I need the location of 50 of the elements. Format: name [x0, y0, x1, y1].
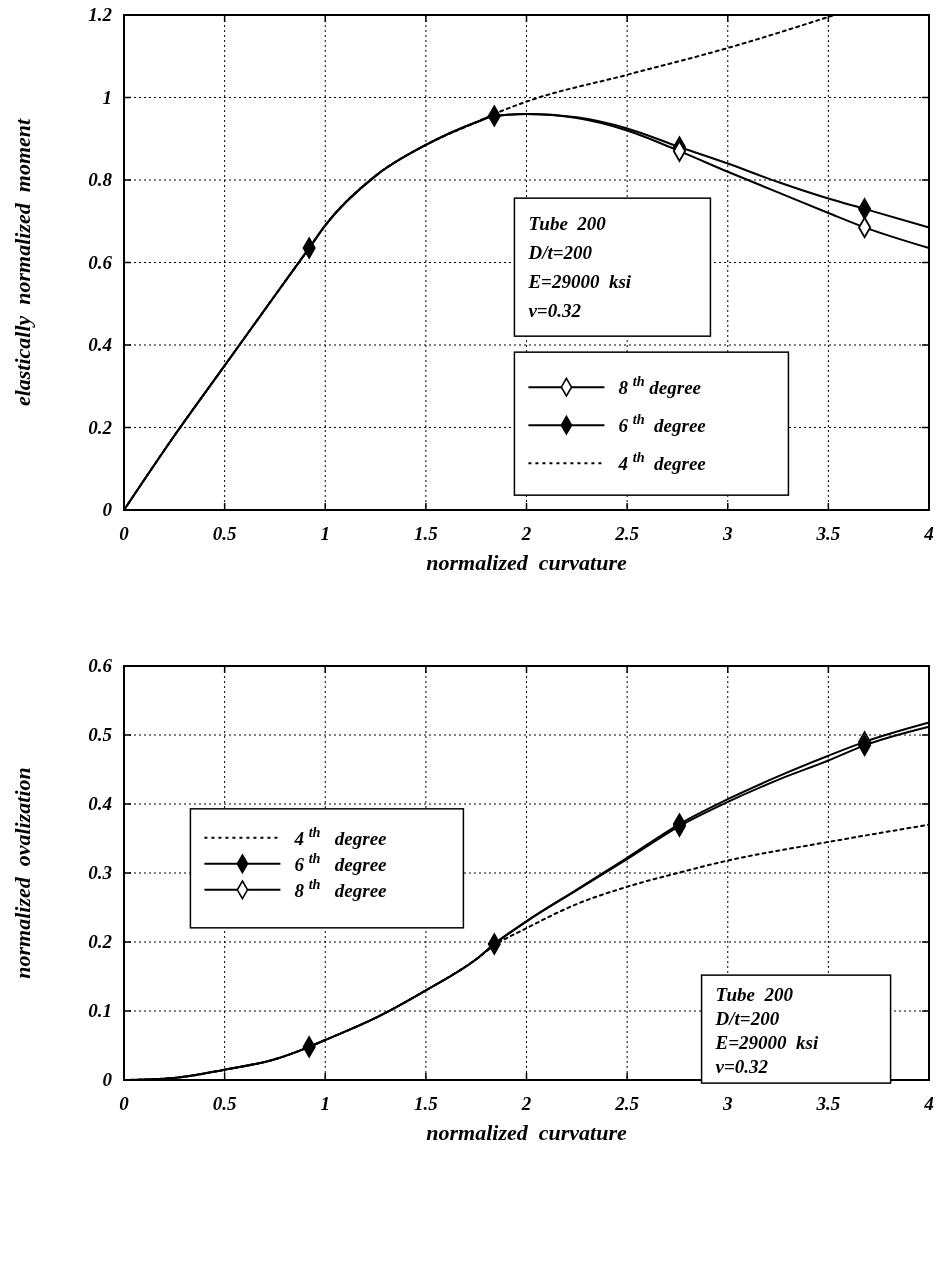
y-tick-label: 0.1 [88, 1000, 112, 1021]
x-tick-label: 0.5 [212, 1093, 237, 1114]
y-axis-title: elastically normalized moment [10, 118, 35, 407]
y-tick-label: 0.8 [88, 169, 113, 190]
y-axis-title: normalized ovalization [10, 767, 35, 979]
legend-label: 8 $^{th}$ degree [294, 875, 388, 901]
y-tick-label: 0 [102, 1069, 113, 1090]
x-tick-label: 2 [520, 523, 532, 544]
x-tick-label: 2.5 [614, 1093, 640, 1114]
x-tick-label: 3 [722, 1093, 733, 1114]
y-tick-label: 0.3 [88, 862, 112, 883]
y-tick-label: 0.5 [88, 724, 113, 745]
legend-label: 6 $^{th}$ degree [618, 411, 707, 437]
x-tick-label: 2 [520, 1093, 532, 1114]
x-tick-label: 4 [923, 523, 934, 544]
x-tick-label: 0.5 [212, 523, 237, 544]
y-tick-label: 0.6 [88, 251, 113, 273]
x-tick-label: 0 [119, 1093, 130, 1114]
annotation: D/t=200 [714, 1008, 780, 1030]
y-tick-label: 0 [102, 499, 113, 520]
y-tick-label: 1.2 [88, 4, 113, 25]
x-tick-label: 1.5 [414, 1093, 439, 1114]
y-tick-label: 0.2 [88, 416, 113, 438]
x-tick-label: 3.5 [815, 523, 841, 544]
x-axis-title: normalized curvature [426, 550, 627, 575]
annotation: D/t=200 [527, 242, 593, 264]
x-tick-label: 1.5 [414, 523, 439, 544]
y-tick-label: 0.6 [88, 655, 113, 676]
y-tick-label: 1 [102, 86, 112, 108]
annotation: ν=0.32 [528, 300, 582, 322]
legend-label: 8 $^{th}$ degree [618, 373, 702, 399]
x-tick-label: 3 [722, 523, 733, 544]
x-tick-label: 1 [320, 523, 330, 544]
annotation: Tube 200 [715, 984, 794, 1006]
annotation: Tube 200 [528, 213, 607, 235]
x-tick-label: 4 [923, 1093, 934, 1114]
x-axis-title: normalized curvature [426, 1120, 627, 1145]
legend-label: 4 $^{th}$ degree [293, 823, 388, 849]
x-tick-label: 0 [119, 523, 130, 544]
annotation: ν=0.32 [715, 1056, 769, 1078]
x-tick-label: 1 [320, 1093, 330, 1114]
x-tick-label: 2.5 [614, 523, 640, 544]
y-tick-label: 0.4 [88, 334, 112, 355]
annotation: E=29000 ksi [714, 1032, 819, 1054]
y-tick-label: 0.4 [88, 793, 112, 814]
y-tick-label: 0.2 [88, 931, 113, 952]
legend-label: 6 $^{th}$ degree [294, 849, 388, 875]
annotation: E=29000 ksi [527, 271, 632, 293]
x-tick-label: 3.5 [815, 1093, 841, 1114]
legend-label: 4 $^{th}$ degree [617, 449, 707, 475]
